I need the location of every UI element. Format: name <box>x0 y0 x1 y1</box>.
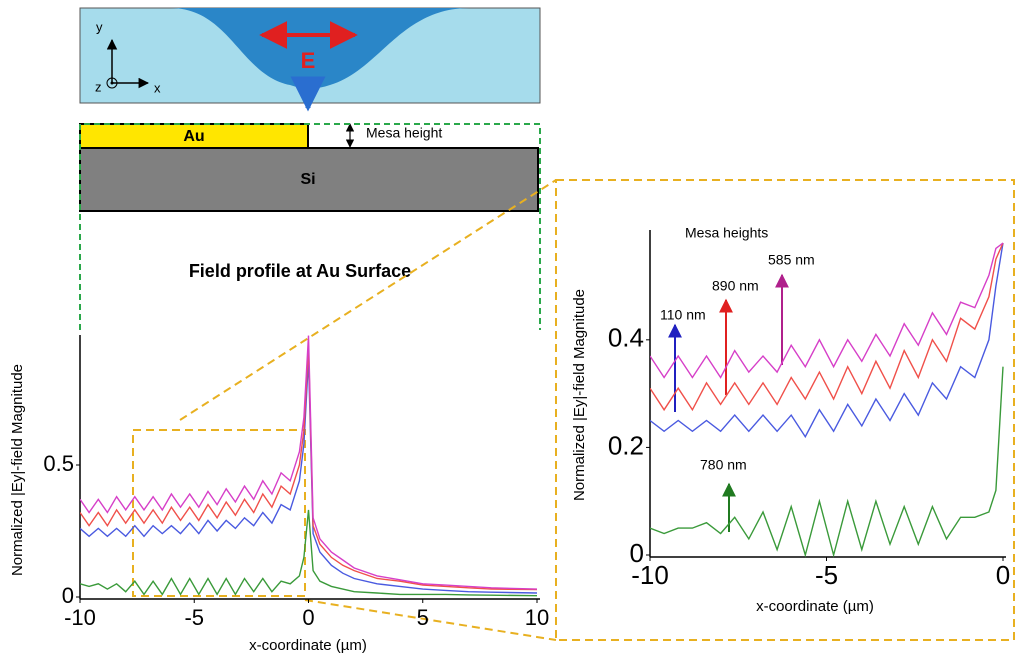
series-line <box>650 242 1004 439</box>
plot-area <box>80 335 538 597</box>
inset-box <box>555 179 1015 641</box>
zoom-line <box>304 599 557 641</box>
x-axis-label: x-coordinate (µm) <box>756 598 874 615</box>
x-tick-label: -10 <box>64 605 96 630</box>
field-label: E <box>301 48 316 73</box>
y-axis-label: Normalized |Ey|-field Magnitude <box>571 289 588 501</box>
annotation: Mesa heights <box>685 225 768 241</box>
mesa-label: Mesa height <box>366 125 442 141</box>
x-tick-label: 5 <box>417 605 429 630</box>
x-tick-label: -10 <box>631 560 669 590</box>
series-label: 780 nm <box>700 457 747 473</box>
x-tick-label: 0 <box>302 605 314 630</box>
y-tick-label: 0.4 <box>608 323 644 353</box>
axis-z <box>110 81 114 85</box>
y-tick-label: 0.2 <box>608 430 644 460</box>
zoom-box <box>132 429 306 597</box>
series-line <box>80 346 538 591</box>
axis-label: y <box>96 19 103 34</box>
x-tick-label: 0 <box>996 560 1010 590</box>
zoom-line <box>179 179 557 421</box>
series-label: 890 nm <box>712 278 759 294</box>
y-tick-label: 0 <box>630 538 644 568</box>
x-tick-label: 10 <box>525 605 549 630</box>
series-line <box>80 359 538 594</box>
y-tick-label: 0 <box>62 583 74 608</box>
x-axis-label: x-coordinate (µm) <box>249 637 367 654</box>
x-tick-label: -5 <box>815 560 838 590</box>
series-line <box>650 242 1004 412</box>
series-line <box>650 366 1004 558</box>
substrate-label: Si <box>300 171 315 188</box>
axis-label: z <box>95 79 102 94</box>
series-line <box>80 509 538 597</box>
substrate <box>79 147 539 212</box>
mesa-box <box>79 123 541 330</box>
x-tick-label: -5 <box>184 605 204 630</box>
series-label: 110 nm <box>660 307 706 323</box>
schematic: E y z x Au Mesa height Si Field profile … <box>79 7 541 330</box>
gold-label: Au <box>183 128 204 145</box>
series-line <box>80 335 538 590</box>
y-axis-label: Normalized |Ey|-field Magnitude <box>9 364 26 576</box>
axis-label: x <box>154 80 161 95</box>
series-line <box>650 242 1004 379</box>
axis-z <box>106 77 118 89</box>
plot-area <box>650 242 1004 558</box>
chart-title: Field profile at Au Surface <box>189 261 411 281</box>
series-label: 585 nm <box>768 252 815 268</box>
y-tick-label: 0.5 <box>43 451 74 476</box>
